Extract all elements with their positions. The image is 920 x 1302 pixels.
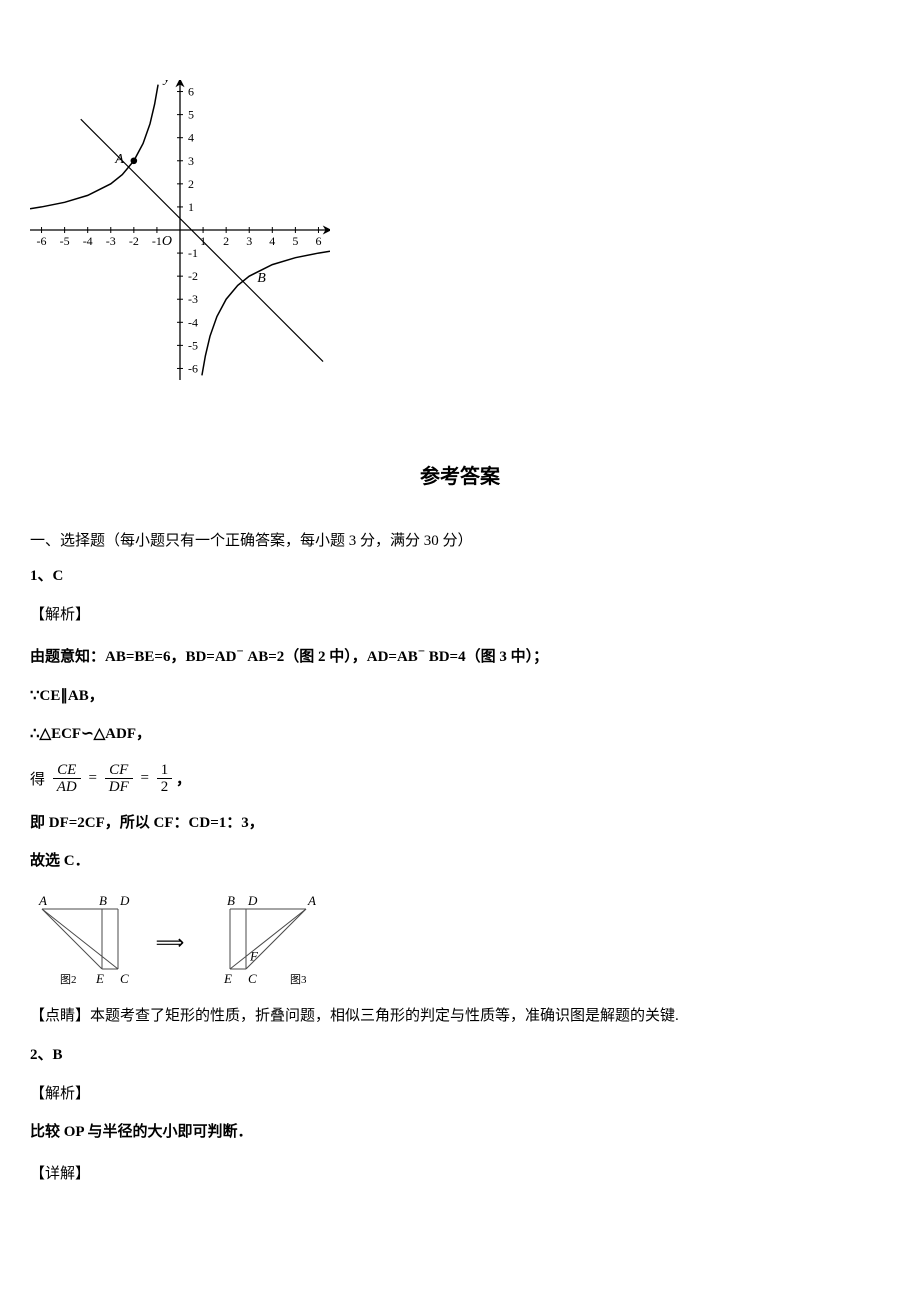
svg-text:E: E	[223, 971, 232, 986]
section-1-heading: 一、选择题（每小题只有一个正确答案，每小题 3 分，满分 30 分）	[30, 529, 890, 550]
svg-text:-2: -2	[188, 269, 198, 283]
svg-text:6: 6	[188, 85, 194, 99]
q1-analysis-heading: 【解析】	[30, 603, 890, 624]
q2-op: OP	[64, 1124, 84, 1140]
eq-sign-2: =	[136, 770, 152, 787]
q1-frac1-num: CE	[53, 762, 81, 780]
answers-heading: 参考答案	[30, 460, 890, 489]
coordinate-graph: -6-5-4-3-2-1123456-6-5-4-3-2-1123456OxyA…	[30, 80, 890, 380]
q1-frac2-num: CF	[105, 762, 133, 780]
svg-text:B: B	[257, 271, 266, 286]
svg-text:A: A	[114, 152, 124, 167]
svg-text:-1: -1	[188, 246, 198, 260]
svg-text:D: D	[119, 893, 130, 908]
svg-text:-6: -6	[37, 234, 47, 248]
q2-line-1: 比较 OP 与半径的大小即可判断．	[30, 1121, 890, 1144]
q1-dianjing: 【点睛】本题考查了矩形的性质，折叠问题，相似三角形的判定与性质等，准确识图是解题…	[30, 1005, 890, 1028]
q1-line-2: ∵CE∥AB，	[30, 685, 890, 708]
q1-number-answer: 1、C	[30, 564, 890, 585]
q1-geometry-figures: ABDEC图2⟹BDAECF图3	[30, 891, 890, 987]
q1-line-6: 故选 C．	[30, 850, 890, 873]
svg-text:5: 5	[188, 108, 194, 122]
svg-text:3: 3	[188, 154, 194, 168]
eq-sign-1: =	[85, 770, 101, 787]
svg-text:C: C	[120, 971, 129, 986]
q1-line1-c: BD=4（图 3 中）；	[429, 649, 548, 665]
q1-line-5: 即 DF=2CF，所以 CF：CD=1：3，	[30, 812, 890, 835]
svg-text:F: F	[249, 948, 259, 963]
svg-text:-5: -5	[60, 234, 70, 248]
q1-frac3-num: 1	[157, 762, 173, 780]
svg-text:6: 6	[315, 234, 321, 248]
svg-text:A: A	[307, 893, 316, 908]
svg-text:-3: -3	[188, 292, 198, 306]
svg-text:2: 2	[223, 234, 229, 248]
svg-text:-1: -1	[152, 234, 162, 248]
svg-text:O: O	[162, 234, 172, 249]
q1-fraction-line: 得 CE AD = CF DF = 1 2 ，	[30, 762, 890, 796]
q2-number-answer: 2、B	[30, 1043, 890, 1064]
svg-text:1: 1	[188, 200, 194, 214]
q1-line-3: ∴△ECF∽△ADF，	[30, 723, 890, 746]
svg-text:A: A	[38, 893, 47, 908]
svg-text:4: 4	[269, 234, 275, 248]
svg-text:y: y	[162, 80, 171, 86]
q2-line1-pre: 比较	[30, 1124, 64, 1140]
svg-text:-6: -6	[188, 361, 198, 375]
svg-text:4: 4	[188, 131, 194, 145]
graph-svg: -6-5-4-3-2-1123456-6-5-4-3-2-1123456OxyA…	[30, 80, 330, 380]
q1-frac2-den: DF	[105, 779, 133, 796]
svg-text:⟹: ⟹	[156, 932, 185, 954]
q1-frac-3: 1 2	[157, 762, 173, 796]
q1-frac-1: CE AD	[53, 762, 81, 796]
q2-detail-heading: 【详解】	[30, 1162, 890, 1183]
q1-geom-svg: ABDEC图2⟹BDAECF图3	[30, 891, 360, 987]
q1-line1-b: AB=2（图 2 中），AD=AB	[247, 649, 417, 665]
svg-text:-5: -5	[188, 338, 198, 352]
svg-text:B: B	[227, 893, 235, 908]
svg-text:图3: 图3	[290, 973, 307, 986]
svg-text:D: D	[247, 893, 258, 908]
q2-line1-post: 与半径的大小即可判断．	[84, 1124, 253, 1140]
svg-text:2: 2	[188, 177, 194, 191]
q2-analysis-heading: 【解析】	[30, 1082, 890, 1103]
svg-text:B: B	[99, 893, 107, 908]
svg-text:-3: -3	[106, 234, 116, 248]
q1-frac1-den: AD	[53, 779, 81, 796]
svg-text:图2: 图2	[60, 973, 77, 986]
svg-text:-2: -2	[129, 234, 139, 248]
svg-text:-4: -4	[188, 315, 198, 329]
svg-text:C: C	[248, 971, 257, 986]
q1-frac-lead: 得	[30, 768, 45, 789]
svg-text:-4: -4	[83, 234, 93, 248]
svg-text:3: 3	[246, 234, 252, 248]
q1-line-1: 由题意知：AB=BE=6，BD=AD− AB=2（图 2 中），AD=AB− B…	[30, 642, 890, 669]
svg-text:5: 5	[292, 234, 298, 248]
q1-frac3-den: 2	[157, 779, 173, 796]
q1-line1-a: 由题意知：AB=BE=6，BD=AD	[30, 649, 237, 665]
q1-frac-2: CF DF	[105, 762, 133, 796]
svg-text:E: E	[95, 971, 104, 986]
q1-frac-tail: ，	[176, 768, 191, 789]
